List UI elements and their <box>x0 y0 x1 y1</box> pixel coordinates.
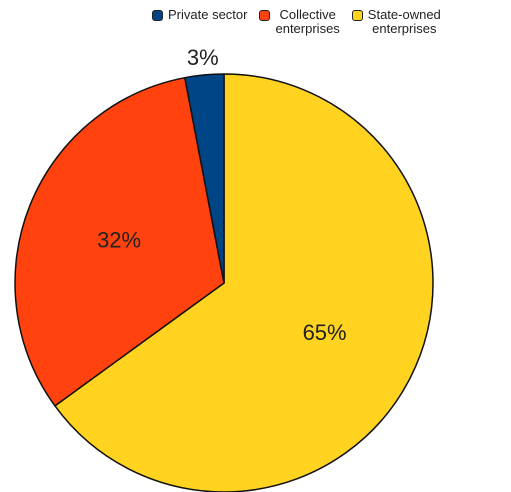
legend-item-private-sector: Private sector <box>152 8 247 36</box>
legend-item-state-owned-enterprises: State-owned enterprises <box>351 7 441 36</box>
legend-swatch-collective-enterprises <box>259 10 271 21</box>
slice-value-label-state-owned-enterprises: 65% <box>303 320 347 345</box>
pie-slice-collective-enterprises <box>14 76 225 407</box>
legend-label-collective-enterprises: Collective enterprises <box>275 7 340 36</box>
legend-swatch-state-owned-enterprises <box>351 10 363 21</box>
slice-value-label-collective-enterprises: 32% <box>97 227 141 252</box>
legend-label-private-sector: Private sector <box>168 7 248 22</box>
legend-item-collective-enterprises: Collective enterprises <box>259 7 340 36</box>
legend-label-state-owned-enterprises: State-owned enterprises <box>367 7 441 36</box>
legend-swatch-private-sector <box>152 10 163 21</box>
pie-slice-private-sector <box>184 73 225 284</box>
chart-legend: Private sector Collective enterprises St… <box>152 8 441 36</box>
slice-value-label-private-sector: 3% <box>187 45 219 70</box>
pie-slice-state-owned-enterprises <box>54 73 434 492</box>
